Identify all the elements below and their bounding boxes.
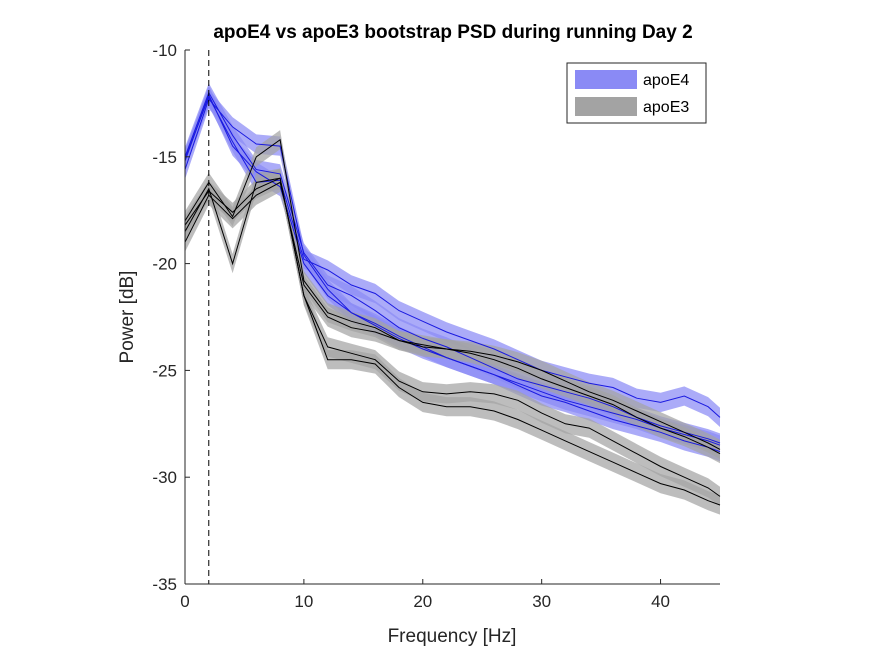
y-tick-label: -10 (152, 41, 177, 60)
y-tick-label: -35 (152, 575, 177, 594)
series-line-apoe3-2 (184, 177, 721, 506)
ci-band-apoe3-4 (185, 172, 720, 460)
ci-band-apoe4-2 (185, 87, 720, 428)
x-axis-label: Frequency [Hz] (388, 626, 517, 647)
x-tick-label: 30 (532, 592, 551, 611)
plot-area (185, 50, 720, 584)
series-line-apoe4-4 (184, 98, 721, 453)
series-line-apoe4-2 (184, 95, 721, 418)
x-ticks: 0 10 20 30 40 (180, 579, 670, 611)
y-axis-label: Power [dB] (117, 271, 138, 364)
legend-label-apoe3: apoE3 (643, 99, 689, 116)
chart-title: apoE4 vs apoE3 bootstrap PSD during runn… (213, 22, 692, 43)
series-line-apoe3-1 (184, 138, 721, 455)
x-tick-label: 20 (413, 592, 432, 611)
y-tick-label: -20 (152, 255, 177, 274)
ci-band-apoe3-3 (185, 168, 720, 506)
x-tick-label: 0 (180, 592, 189, 611)
x-tick-label: 40 (651, 592, 670, 611)
series-line-apoe3-4 (184, 181, 721, 450)
y-tick-label: -30 (152, 468, 177, 487)
ci-band-apoe4-4 (185, 89, 720, 462)
y-tick-label: -15 (152, 148, 177, 167)
legend-label-apoe4: apoE4 (643, 72, 689, 89)
legend-swatch-apoe4 (575, 70, 637, 89)
series-line-apoe3-3 (184, 177, 721, 497)
series-lines (184, 91, 721, 506)
y-tick-label: -25 (152, 361, 177, 380)
ci-band-apoe3-2 (185, 168, 720, 515)
legend-swatch-apoe3 (575, 97, 637, 116)
y-ticks: -35 -30 -25 -20 -15 -10 (152, 41, 190, 594)
legend: apoE4 apoE3 (566, 62, 707, 124)
x-tick-label: 10 (294, 592, 313, 611)
